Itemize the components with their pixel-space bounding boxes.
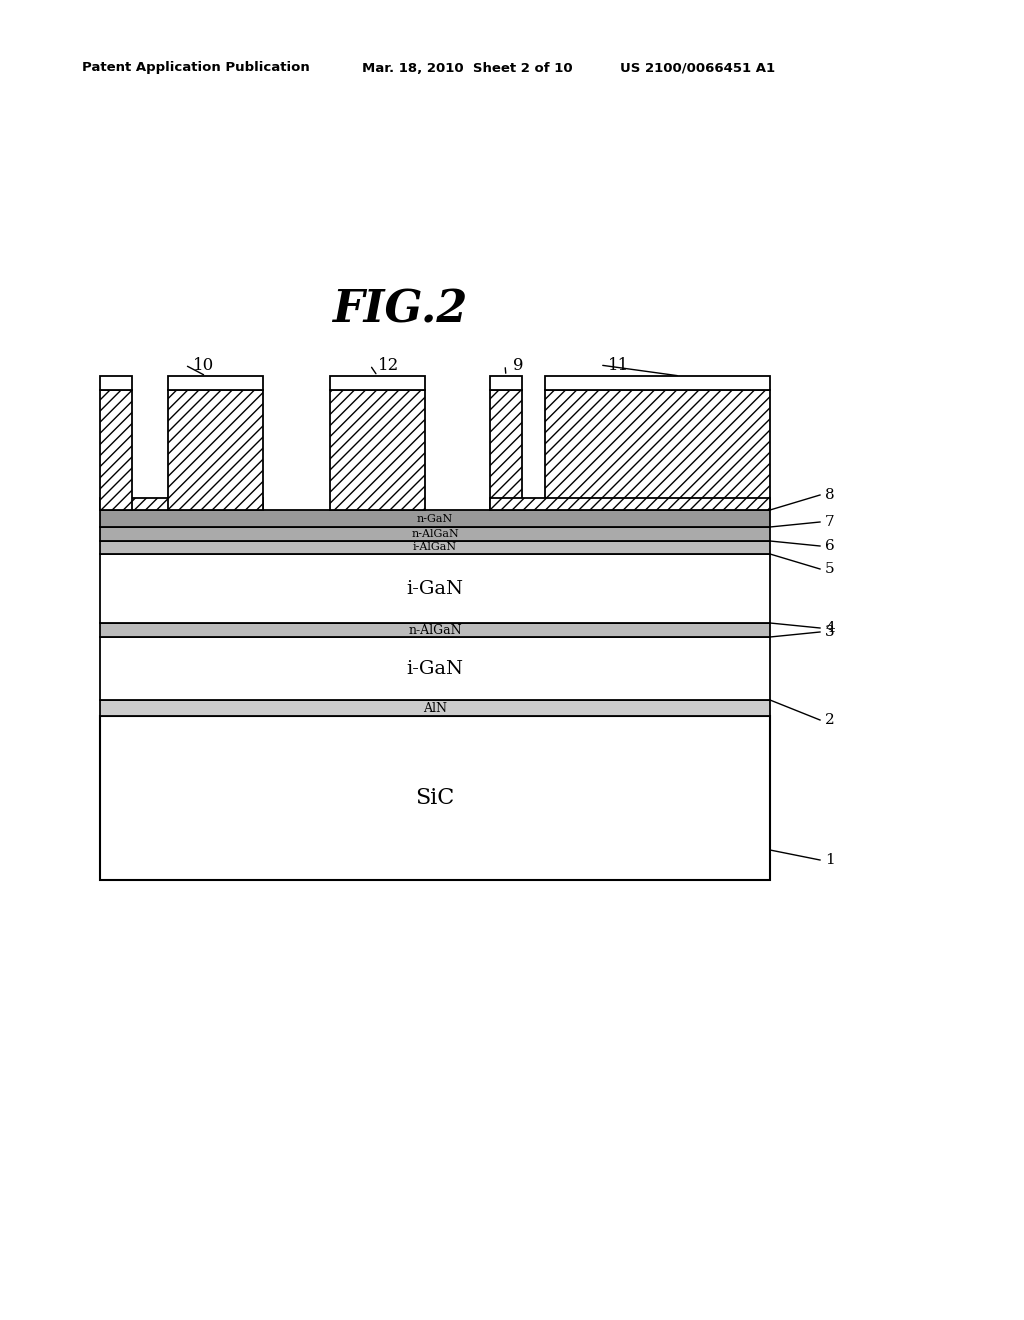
Text: AlN: AlN [423,701,447,714]
Text: 2: 2 [825,713,835,727]
Text: n-GaN: n-GaN [417,513,454,524]
Bar [330,389,425,510]
Bar [545,376,770,389]
Bar [100,541,770,554]
Bar [100,623,770,638]
Bar [490,376,522,389]
Bar [100,389,132,510]
Text: i-AlGaN: i-AlGaN [413,543,457,553]
Bar [100,527,770,541]
Text: 6: 6 [825,539,835,553]
Bar [100,376,132,389]
Text: 4: 4 [825,620,835,635]
Bar [100,638,770,700]
Text: FIG.2: FIG.2 [333,289,468,331]
Text: 9: 9 [513,356,523,374]
Bar [100,554,770,623]
Text: 10: 10 [193,356,214,374]
Bar [100,498,263,510]
Bar [100,510,770,527]
Text: 12: 12 [378,356,399,374]
Text: Mar. 18, 2010  Sheet 2 of 10: Mar. 18, 2010 Sheet 2 of 10 [362,62,572,74]
Bar [490,498,770,510]
Text: 8: 8 [825,488,835,502]
Bar [100,700,770,715]
Bar [330,376,425,389]
Text: i-GaN: i-GaN [407,660,464,677]
Text: 3: 3 [825,624,835,639]
Text: SiC: SiC [416,787,455,809]
Bar [490,389,522,510]
Bar [545,389,770,510]
Text: 1: 1 [825,853,835,867]
Bar [168,389,263,510]
Text: 11: 11 [608,356,630,374]
Bar [100,715,770,880]
Text: Patent Application Publication: Patent Application Publication [82,62,309,74]
Text: i-GaN: i-GaN [407,579,464,598]
Text: n-AlGaN: n-AlGaN [411,529,459,539]
Text: n-AlGaN: n-AlGaN [409,623,462,636]
Bar [168,376,263,389]
Text: 7: 7 [825,515,835,529]
Text: US 2100/0066451 A1: US 2100/0066451 A1 [620,62,775,74]
Text: 5: 5 [825,562,835,576]
